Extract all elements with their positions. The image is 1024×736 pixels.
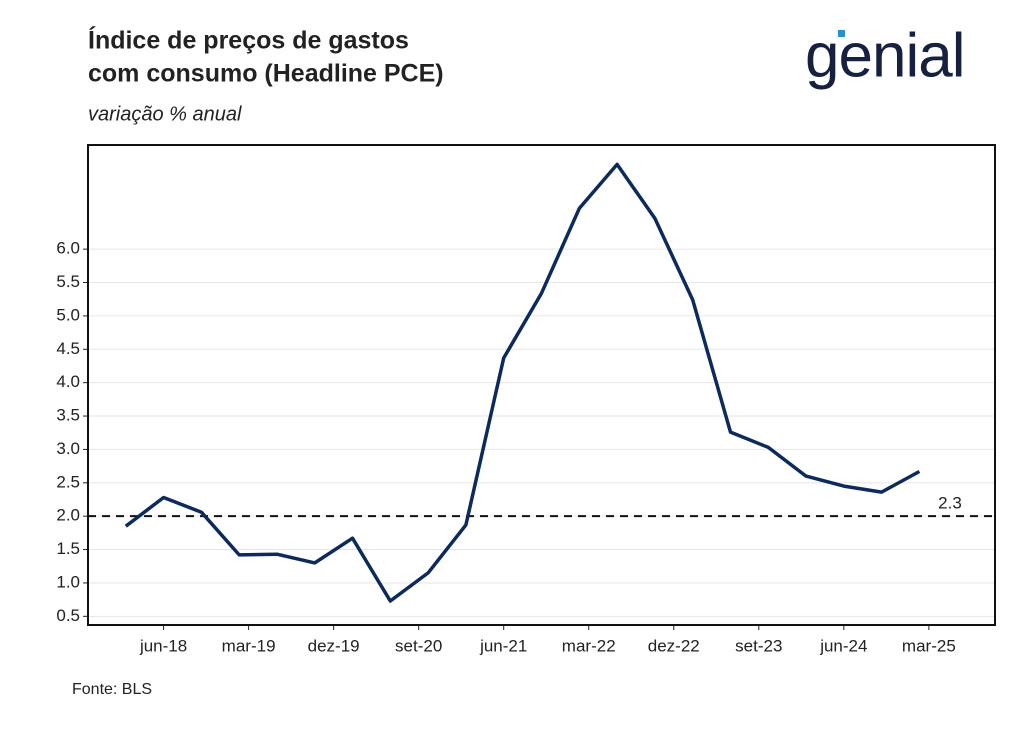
x-tick-label: dez-22	[648, 636, 700, 655]
y-tick-label: 3.5	[56, 406, 80, 425]
y-tick-label: 2.0	[56, 506, 80, 525]
y-tick-label: 3.0	[56, 439, 80, 458]
y-tick-label: 1.5	[56, 539, 80, 558]
x-tick-label: set-20	[395, 636, 442, 655]
x-tick-label: jun-18	[139, 636, 187, 655]
y-tick-label: 4.0	[56, 372, 80, 391]
reference-label: 2.3	[938, 494, 962, 513]
y-tick-label: 5.5	[56, 272, 80, 291]
x-tick-label: mar-25	[902, 636, 956, 655]
y-tick-label: 2.5	[56, 472, 80, 491]
x-tick-label: mar-19	[222, 636, 276, 655]
x-tick-label: set-23	[735, 636, 782, 655]
y-tick-label: 4.5	[56, 339, 80, 358]
chart-subtitle: variação % anual	[88, 103, 242, 125]
logo-accent	[838, 30, 845, 37]
y-tick-label: 5.0	[56, 305, 80, 324]
y-tick-label: 0.5	[56, 606, 80, 625]
chart-title: com consumo (Headline PCE)	[88, 60, 444, 88]
plot-frame	[87, 144, 996, 626]
x-tick-label: dez-19	[308, 636, 360, 655]
x-tick-label: jun-21	[479, 636, 527, 655]
line-series	[124, 162, 921, 603]
y-tick-label: 1.0	[56, 572, 80, 591]
chart-title: Índice de preços de gastos	[88, 26, 409, 55]
y-tick-label: 6.0	[56, 239, 80, 258]
x-tick-label: mar-22	[562, 636, 616, 655]
logo: genial	[805, 21, 964, 90]
x-tick-label: jun-24	[819, 636, 867, 655]
source: Fonte: BLS	[72, 681, 152, 698]
